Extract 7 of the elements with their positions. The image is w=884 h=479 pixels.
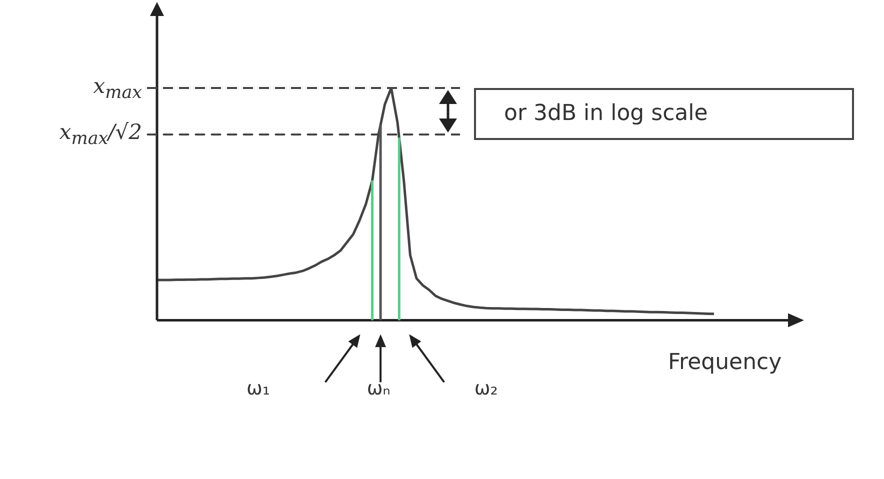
ref-line-label: x$_{max}$/√2 — [58, 120, 142, 150]
ref-line-label: x$_{max}$ — [92, 74, 142, 103]
x-tick-label: ω₁ — [246, 378, 270, 400]
x-axis-title: Frequency — [668, 350, 782, 376]
annotation: or 3dB in log scale — [474, 88, 854, 140]
x-tick-label: ωₙ — [366, 378, 390, 400]
x-tick-label: ω₂ — [474, 378, 498, 400]
